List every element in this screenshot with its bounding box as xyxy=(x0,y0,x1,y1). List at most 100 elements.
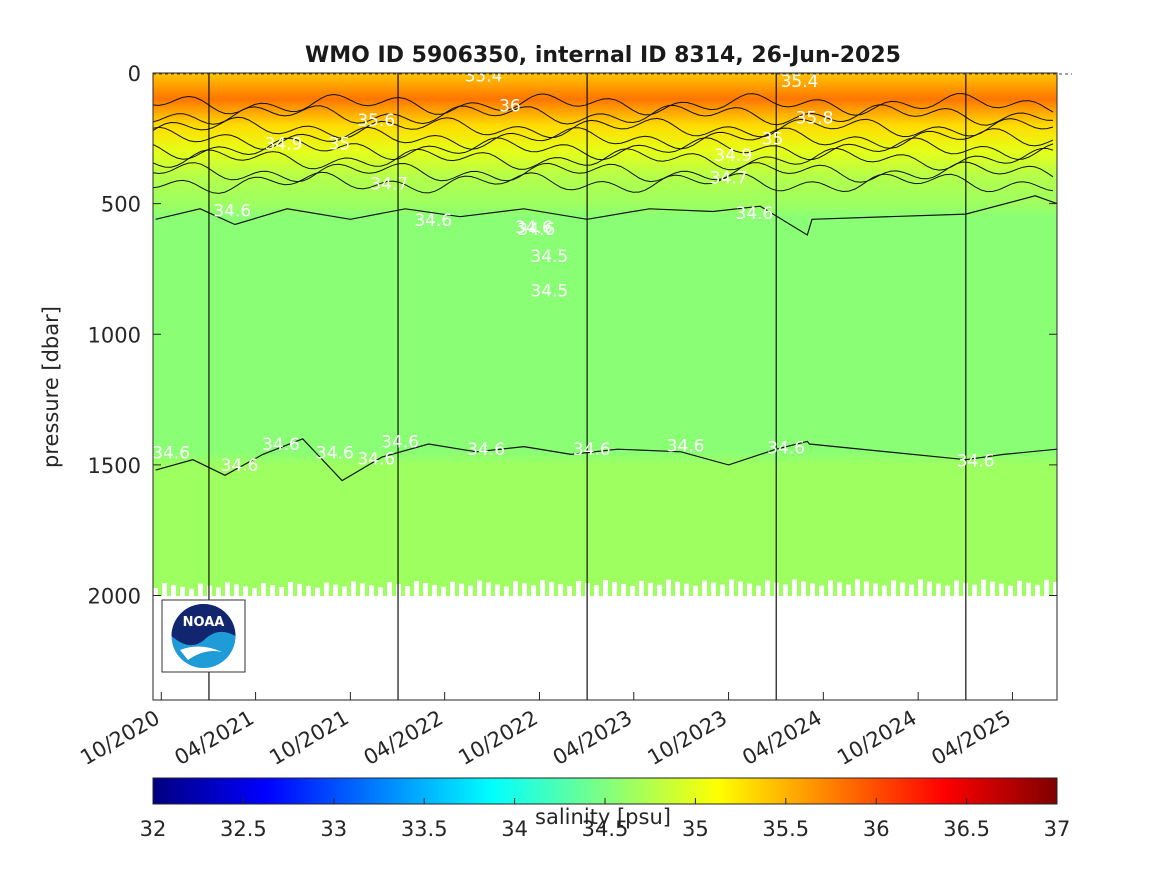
contour-34-6-deep-path xyxy=(155,438,1057,482)
contour-label: 34.6 xyxy=(221,456,259,476)
colorbar-tick-label: 37 xyxy=(1044,817,1071,841)
bottom-notch xyxy=(729,579,734,597)
bottom-notch xyxy=(675,581,680,597)
y-tick-label: 0 xyxy=(128,62,141,86)
bottom-notch xyxy=(405,586,410,597)
bottom-notch xyxy=(153,588,158,597)
bottom-notch xyxy=(873,583,878,597)
contour-label: 35.4 xyxy=(781,72,819,92)
isohaline-line xyxy=(153,161,1054,183)
isohaline-line xyxy=(153,171,1054,194)
x-tick-label: 04/2021 xyxy=(171,706,259,770)
bottom-notch xyxy=(387,582,392,597)
contour-label: 35.8 xyxy=(796,108,834,128)
colorbar-tick-label: 35 xyxy=(682,817,709,841)
bottom-notch xyxy=(792,579,797,597)
x-tick-label: 10/2021 xyxy=(265,706,353,770)
bottom-notch xyxy=(1053,581,1057,597)
isohaline-line xyxy=(153,126,1054,150)
bottom-notch xyxy=(333,584,338,597)
contour-label: 34.9 xyxy=(265,135,303,155)
contour-label: 34.7 xyxy=(370,175,408,195)
contour-label: 34.6 xyxy=(152,444,190,464)
bottom-notch xyxy=(684,583,689,597)
bottom-notch xyxy=(576,581,581,597)
bottom-notch xyxy=(747,583,752,597)
bottom-notch xyxy=(828,580,833,597)
isohaline-line xyxy=(153,147,1054,171)
year-marker-lines xyxy=(208,73,967,700)
contour-label: 34.6 xyxy=(736,204,774,224)
y-axis: 0 500 1000 1500 2000 xyxy=(88,62,1057,609)
bottom-notch xyxy=(558,584,563,597)
bottom-notch xyxy=(702,580,707,597)
colorbar-tick-label: 35.5 xyxy=(762,817,809,841)
colorbar-tick-label: 34 xyxy=(501,817,528,841)
bottom-notch xyxy=(891,580,896,597)
contour-labels: 34.6 34.6 34.634.634.7 34.734.934.9 35 3535.6… xyxy=(152,67,995,476)
colorbar-tick-label: 36 xyxy=(863,817,890,841)
bottom-notch xyxy=(1035,584,1040,597)
colorbar: 32 32.5 33 33.5 34 34.5 35 35.5 36 36.5 37 salinit… xyxy=(140,777,1071,841)
bottom-notch xyxy=(720,584,725,597)
colorbar-tick-label: 33.5 xyxy=(401,817,448,841)
bottom-notch xyxy=(378,587,383,597)
bottom-notch xyxy=(738,581,743,597)
bottom-notch xyxy=(1008,585,1013,597)
bottom-notch xyxy=(549,582,554,597)
contour-label: 34.6 xyxy=(262,435,300,455)
bottom-notch xyxy=(324,582,329,597)
bottom-notch xyxy=(639,580,644,597)
colorbar-tick-label: 32 xyxy=(140,817,167,841)
colorbar-tick-label: 32.5 xyxy=(220,817,267,841)
bottom-notch xyxy=(918,579,923,597)
x-tick-label: 04/2024 xyxy=(738,706,826,770)
bottom-notch xyxy=(567,586,572,597)
x-tick-label: 04/2023 xyxy=(549,706,637,770)
contour-label: 34.6 xyxy=(517,220,555,240)
bottom-notch xyxy=(288,581,293,597)
isohaline-line xyxy=(153,93,1054,116)
bottom-notch xyxy=(846,584,851,597)
bottom-notch xyxy=(945,585,950,597)
bottom-notch xyxy=(783,584,788,597)
bottom-notch xyxy=(369,585,374,597)
colorbar-tick-label: 34.5 xyxy=(582,817,629,841)
plot-area: 34.6 34.6 34.634.634.7 34.734.934.9 35 3535.6… xyxy=(152,67,1057,700)
data-bottom-edge xyxy=(153,579,1057,597)
contour-label: 34.9 xyxy=(714,146,752,166)
contour-label: 34.6 xyxy=(414,211,452,231)
bottom-notch xyxy=(360,583,365,597)
bottom-notch xyxy=(981,579,986,597)
bottom-notch xyxy=(342,586,347,597)
bottom-notch xyxy=(1044,579,1049,597)
bottom-notch xyxy=(468,585,473,597)
bottom-notch xyxy=(423,582,428,597)
bottom-notch xyxy=(216,587,221,597)
bottom-notch xyxy=(900,582,905,597)
bottom-notch xyxy=(270,585,275,597)
bottom-notch xyxy=(189,588,194,597)
bottom-notch xyxy=(225,582,230,597)
bottom-notch xyxy=(594,585,599,597)
bottom-notch xyxy=(243,586,248,597)
bottom-notch xyxy=(459,583,464,597)
bottom-notch xyxy=(540,580,545,597)
bottom-notch xyxy=(954,580,959,597)
bottom-notch xyxy=(531,585,536,597)
bottom-notch xyxy=(693,585,698,597)
bottom-notch xyxy=(513,581,518,597)
contour-label: 34.6 xyxy=(316,444,354,464)
noaa-logo: NOAA xyxy=(161,599,246,673)
bottom-notch xyxy=(864,581,869,597)
x-tick-label: 10/2024 xyxy=(833,706,921,770)
contour-label: 34.6 xyxy=(213,202,251,222)
bottom-notch xyxy=(495,584,500,597)
contour-label: 35.4 xyxy=(465,67,503,87)
contour-label: 34.7 xyxy=(710,169,748,189)
bottom-notch xyxy=(765,580,770,597)
bottom-notch xyxy=(297,583,302,597)
colorbar-ticks: 32 32.5 33 33.5 34 34.5 35 35.5 36 36.5 37 xyxy=(140,798,1071,841)
contour-label: 34.6 xyxy=(357,449,395,469)
